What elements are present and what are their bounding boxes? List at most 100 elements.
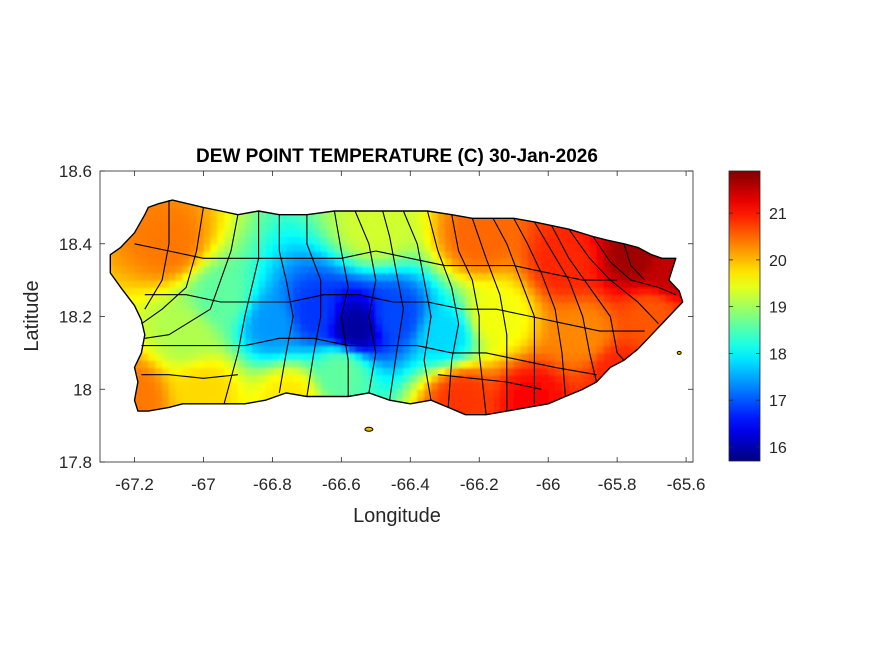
field-cell [265, 236, 273, 245]
field-cell [341, 389, 349, 398]
field-cell [534, 382, 542, 390]
field-cell [355, 309, 363, 318]
field-cell [362, 229, 370, 238]
field-cell [630, 287, 639, 296]
field-cell [244, 352, 253, 361]
field-cell [479, 411, 487, 415]
field-cell [513, 345, 522, 354]
field-cell [548, 243, 556, 252]
field-cell [555, 287, 563, 296]
field-cell [286, 309, 294, 318]
field-cell [458, 302, 467, 310]
plot-title: DEW POINT TEMPERATURE (C) 30-Jan-2026 [196, 146, 598, 167]
field-cell [320, 229, 329, 238]
field-cell [410, 302, 418, 310]
field-cell [134, 258, 142, 267]
field-cell [693, 287, 701, 295]
field-cell [444, 345, 453, 354]
field-cell [568, 229, 577, 238]
field-cell [272, 331, 280, 339]
field-cell [479, 367, 487, 376]
field-cell [265, 258, 273, 267]
field-cell [431, 294, 439, 303]
field-cell [306, 243, 315, 252]
field-cell [169, 302, 177, 310]
field-cell [231, 382, 239, 390]
field-cell [141, 251, 149, 259]
field-cell [341, 345, 349, 354]
field-cell [637, 265, 646, 274]
field-cell [389, 331, 398, 339]
field-cell [300, 221, 308, 230]
field-cell [486, 302, 494, 310]
field-cell [210, 258, 218, 267]
field-cell [196, 265, 204, 274]
field-cell [224, 331, 232, 339]
field-cell [410, 214, 418, 223]
municipality-border [592, 236, 677, 296]
field-cell [244, 229, 253, 238]
field-cell [637, 251, 646, 259]
field-cell [175, 294, 184, 303]
field-cell [451, 309, 460, 318]
field-cell [300, 309, 308, 318]
field-cell [196, 214, 204, 223]
field-cell [465, 411, 473, 415]
field-cell [375, 272, 384, 281]
field-cell [203, 374, 211, 383]
field-cell [444, 323, 453, 332]
field-cell [548, 389, 556, 398]
field-cell [306, 323, 315, 332]
field-cell [424, 280, 432, 288]
field-cell [630, 243, 639, 252]
field-cell [293, 265, 301, 274]
field-cell [693, 309, 701, 317]
field-cell [148, 265, 156, 274]
field-cell [279, 302, 287, 310]
field-cell [410, 287, 418, 296]
field-cell [541, 345, 549, 354]
field-cell [196, 382, 204, 390]
field-cell [513, 287, 522, 296]
field-cell [520, 374, 529, 383]
field-cell [155, 272, 163, 281]
field-cell [169, 243, 177, 252]
field-cell [693, 418, 701, 426]
field-cell [575, 323, 584, 332]
field-cell [534, 367, 542, 376]
field-cell [493, 352, 501, 361]
field-cell [182, 236, 191, 245]
field-cell [306, 294, 315, 303]
field-cell [327, 280, 335, 288]
field-cell [320, 316, 329, 325]
field-cell [389, 323, 398, 332]
field-cell [513, 323, 522, 332]
field-cell [637, 338, 646, 347]
field-cell [499, 323, 508, 332]
field-cell [589, 280, 598, 288]
field-cell [693, 295, 701, 303]
field-cell [555, 345, 563, 354]
field-cell [341, 221, 349, 230]
field-cell [424, 374, 432, 383]
field-cell [300, 338, 308, 347]
field-cell [610, 345, 618, 354]
field-cell [389, 258, 398, 267]
field-cell [472, 287, 480, 296]
field-cell [293, 214, 301, 223]
field-cell [244, 360, 253, 369]
field-cell [196, 389, 204, 398]
field-cell [520, 367, 529, 376]
field-cell [589, 251, 598, 259]
field-cell [417, 338, 425, 347]
field-cell [389, 280, 398, 288]
field-cell [182, 214, 191, 223]
field-cell [396, 265, 404, 274]
field-cell [148, 251, 156, 259]
field-cell [313, 272, 322, 281]
field-cell [320, 272, 329, 281]
field-cell [479, 323, 487, 332]
field-cell [513, 403, 522, 412]
field-cell [451, 243, 460, 252]
